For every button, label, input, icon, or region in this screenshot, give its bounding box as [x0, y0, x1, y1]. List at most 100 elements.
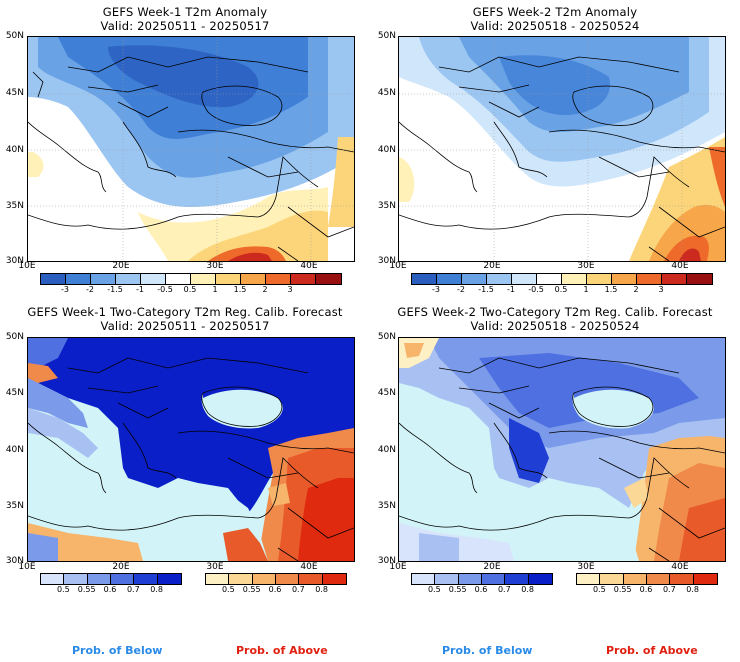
title-line1: GEFS Week-2 Two-Category T2m Reg. Calib.…: [397, 305, 713, 319]
colorbar-swatch: [646, 574, 671, 584]
prob-below-labels: 0.5 0.55 0.6 0.7 0.8: [411, 585, 551, 595]
map-week1-prob: [27, 337, 355, 562]
lat-label: 30N: [377, 556, 396, 566]
colorbar-tick-label: 0.8: [150, 585, 164, 594]
colorbar-swatch: [670, 574, 694, 584]
colorbar-swatch: [412, 574, 436, 584]
colorbar-swatch: [166, 274, 191, 284]
prob-above-labels: 0.5 0.55 0.6 0.7 0.8: [205, 585, 345, 595]
colorbar-tick-label: -2: [457, 285, 465, 294]
lat-label: 40N: [5, 145, 24, 155]
colorbar-tick-label: 1: [212, 285, 218, 294]
colorbar-tick-label: 0.55: [77, 585, 96, 594]
map-week2-anomaly: [398, 36, 726, 262]
colorbar-swatch: [229, 574, 253, 584]
lon-label: 40E: [671, 562, 689, 572]
anomaly-colorbar: [411, 273, 713, 285]
lat-label: 45N: [377, 388, 396, 398]
colorbar-swatch: [693, 574, 717, 584]
colorbar-tick-label: 0.6: [268, 585, 282, 594]
colorbar-swatch: [116, 274, 141, 284]
panel-title: GEFS Week-2 Two-Category T2m Reg. Calib.…: [370, 305, 740, 333]
colorbar-tick-label: -1.5: [107, 285, 123, 294]
colorbar-swatch: [512, 274, 537, 284]
colorbar-swatch: [481, 574, 506, 584]
colorbar-swatch: [458, 574, 482, 584]
colorbar-swatch: [275, 574, 300, 584]
colorbar-swatch: [241, 274, 266, 284]
colorbar-tick-label: -1: [136, 285, 144, 294]
colorbar-tick-label: 0.7: [662, 585, 676, 594]
colorbar-tick-label: 1.5: [604, 285, 618, 294]
title-line2: Valid: 20250518 - 20250524: [470, 319, 640, 333]
lat-label: 35N: [377, 501, 396, 511]
colorbar-tick-label: 3: [287, 285, 293, 294]
colorbar-tick-label: 2: [633, 285, 639, 294]
anomaly-colorbar: [40, 273, 342, 285]
colorbar-tick-label: 0.7: [497, 585, 511, 594]
lat-label: 50N: [377, 31, 396, 41]
colorbar-swatch: [487, 274, 512, 284]
colorbar-tick-label: 0.7: [291, 585, 305, 594]
colorbar-swatch: [600, 574, 624, 584]
prob-above-colorbar: [205, 573, 347, 585]
colorbar-tick-label: 1: [583, 285, 589, 294]
colorbar-tick-label: 0.7: [126, 585, 140, 594]
colorbar-tick-label: 0.8: [521, 585, 535, 594]
map-week2-prob: [398, 337, 726, 562]
colorbar-swatch: [134, 574, 158, 584]
lat-label: 30N: [5, 556, 24, 566]
colorbar-tick-label: 0.5: [592, 585, 606, 594]
title-line1: GEFS Week-1 T2m Anomaly: [102, 5, 268, 19]
colorbar-swatch: [141, 274, 166, 284]
colorbar-swatch: [435, 574, 459, 584]
colorbar-tick-label: -3: [61, 285, 69, 294]
colorbar-swatch: [537, 274, 562, 284]
colorbar-tick-label: 0.55: [242, 585, 261, 594]
lat-label: 40N: [377, 445, 396, 455]
legend-prob-above-left: Prob. of Above: [236, 644, 328, 657]
lon-label: 10E: [389, 562, 407, 572]
lat-label: 50N: [377, 332, 396, 342]
lon-label: 20E: [112, 261, 130, 271]
colorbar-swatch: [206, 574, 230, 584]
lon-label: 10E: [18, 261, 36, 271]
colorbar-tick-label: 0.5: [56, 585, 70, 594]
colorbar-tick-label: 0.6: [474, 585, 488, 594]
lat-label: 50N: [5, 332, 24, 342]
colorbar-swatch: [266, 274, 291, 284]
title-line2: Valid: 20250518 - 20250524: [470, 19, 640, 33]
title-line2: Valid: 20250511 - 20250517: [100, 19, 270, 33]
lon-label: 20E: [483, 261, 501, 271]
colorbar-swatch: [252, 574, 276, 584]
colorbar-swatch: [412, 274, 437, 284]
colorbar-swatch: [157, 574, 181, 584]
anomaly-colorbar-labels: -3 -2 -1.5 -1 -0.5 0.5 1 1.5 2 3: [40, 285, 340, 295]
lat-label: 50N: [5, 31, 24, 41]
prob-below-colorbar: [40, 573, 182, 585]
colorbar-tick-label: 0.5: [427, 585, 441, 594]
colorbar-swatch: [528, 574, 552, 584]
prob-above-colorbar: [576, 573, 718, 585]
colorbar-swatch: [577, 574, 601, 584]
panel-week2-anomaly: GEFS Week-2 T2m Anomaly Valid: 20250518 …: [370, 0, 740, 300]
colorbar-tick-label: 0.6: [639, 585, 653, 594]
lon-label: 40E: [671, 261, 689, 271]
lon-label: 40E: [300, 562, 318, 572]
panel-title: GEFS Week-1 Two-Category T2m Reg. Calib.…: [0, 305, 370, 333]
colorbar-tick-label: 0.8: [686, 585, 700, 594]
lon-label: 10E: [18, 562, 36, 572]
lat-label: 35N: [5, 201, 24, 211]
lat-label: 35N: [377, 201, 396, 211]
legend-prob-below-left: Prob. of Below: [72, 644, 163, 657]
lon-label: 30E: [577, 562, 595, 572]
colorbar-swatch: [87, 574, 111, 584]
lon-label: 40E: [300, 261, 318, 271]
colorbar-swatch: [91, 274, 116, 284]
colorbar-swatch: [623, 574, 647, 584]
panel-week2-prob: GEFS Week-2 Two-Category T2m Reg. Calib.…: [370, 300, 740, 600]
colorbar-tick-label: 0.5: [183, 285, 197, 294]
colorbar-tick-label: 0.5: [221, 585, 235, 594]
lon-label: 20E: [112, 562, 130, 572]
colorbar-swatch: [191, 274, 216, 284]
